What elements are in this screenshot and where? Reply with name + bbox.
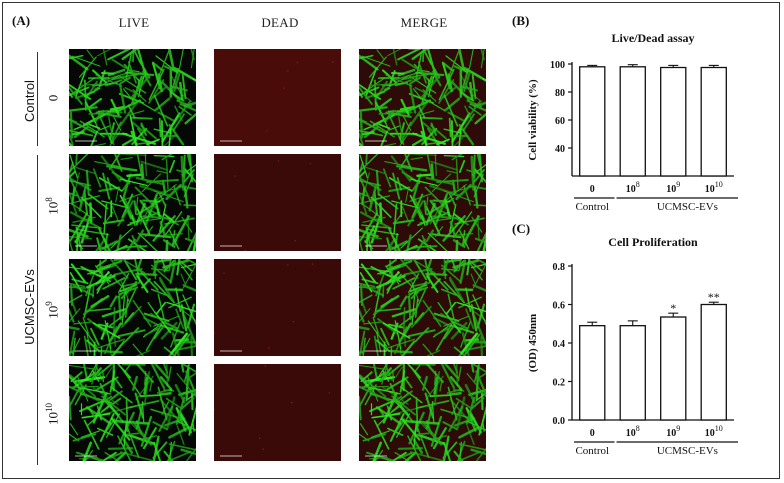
viability-y-tick-label: 80 bbox=[555, 88, 565, 99]
viability-bar bbox=[579, 66, 606, 177]
column-header-dead: DEAD bbox=[261, 15, 299, 30]
control-bracket-line bbox=[37, 52, 39, 146]
proliferation-x-tick-label: 1010 bbox=[705, 424, 723, 439]
micrograph-dead-row1 bbox=[214, 49, 341, 146]
proliferation-bar bbox=[619, 325, 646, 421]
row-dose-1e10: 1010 bbox=[44, 403, 61, 425]
row-dose-0: 0 bbox=[45, 94, 61, 102]
micrograph-merge-row4 bbox=[359, 364, 486, 461]
row-dose-1e9: 109 bbox=[44, 301, 61, 319]
proliferation-y-tick-label: 0.0 bbox=[553, 416, 566, 427]
viability-y-tick-label: 100 bbox=[550, 60, 565, 71]
viability-x-tick-label: 1010 bbox=[705, 180, 723, 195]
viability-x-tick-label: 0 bbox=[590, 184, 595, 195]
proliferation-y-tick-label: 0.2 bbox=[553, 378, 566, 389]
row-dose-1e8: 108 bbox=[44, 197, 61, 215]
proliferation-significance-mark: * bbox=[670, 301, 676, 315]
micrograph-live-row4 bbox=[69, 364, 196, 461]
column-header-live: LIVE bbox=[118, 15, 150, 30]
chart-live-dead-assay: Live/Dead assay 40 60 80 100 Cell viability (… bbox=[516, 26, 774, 218]
proliferation-y-axis-label: (OD) 450nm bbox=[527, 314, 539, 372]
micrograph-merge-row2 bbox=[359, 154, 486, 251]
panel-label-c: (C) bbox=[512, 221, 531, 236]
ucmsc-bracket-line bbox=[37, 155, 39, 465]
viability-x-tick-label: 108 bbox=[626, 180, 640, 195]
proliferation-y-tick-label: 0.8 bbox=[553, 262, 566, 273]
chart-cell-proliferation-svg: Cell Proliferation 0.0 0.2 0.4 0.6 0.8 (OD) 45… bbox=[527, 235, 738, 457]
column-header-merge: MERGE bbox=[400, 15, 448, 30]
proliferation-group-label-control: Control bbox=[575, 445, 609, 457]
proliferation-y-tick-label: 0.6 bbox=[553, 301, 566, 312]
viability-x-tick-label: 109 bbox=[666, 180, 680, 195]
micrograph-merge-row3 bbox=[359, 259, 486, 356]
chart-live-dead-svg: Live/Dead assay 40 60 80 100 Cell viability (… bbox=[527, 31, 738, 213]
viability-bar bbox=[700, 66, 727, 177]
proliferation-x-tick-label: 108 bbox=[626, 424, 640, 439]
viability-group-label-treated: UCMSC-EVs bbox=[657, 201, 718, 213]
viability-y-tick-label: 60 bbox=[555, 116, 565, 127]
viability-bar bbox=[660, 66, 687, 177]
proliferation-bar bbox=[700, 303, 727, 421]
micrograph-dead-row2 bbox=[214, 154, 341, 251]
micrograph-live-row2 bbox=[69, 154, 196, 251]
chart-cell-proliferation: Cell Proliferation 0.0 0.2 0.4 0.6 0.8 (OD) 45… bbox=[516, 232, 774, 472]
viability-group-label-control: Control bbox=[575, 201, 609, 213]
panel-label-b: (B) bbox=[512, 13, 530, 28]
micrograph-merge-row1 bbox=[359, 49, 486, 146]
proliferation-chart-title: Cell Proliferation bbox=[608, 235, 698, 249]
viability-chart-title: Live/Dead assay bbox=[611, 31, 694, 45]
viability-y-axis-label: Cell viability (%) bbox=[527, 79, 539, 161]
proliferation-bar bbox=[579, 325, 606, 421]
micrograph-live-row1 bbox=[69, 49, 196, 146]
micrograph-dead-row3 bbox=[214, 259, 341, 356]
proliferation-y-tick-label: 0.4 bbox=[553, 339, 566, 350]
proliferation-group-label-treated: UCMSC-EVs bbox=[657, 445, 718, 457]
proliferation-significance-mark: ** bbox=[708, 290, 720, 304]
proliferation-x-tick-label: 109 bbox=[666, 424, 680, 439]
micrograph-dead-row4 bbox=[214, 364, 341, 461]
proliferation-x-tick-label: 0 bbox=[590, 428, 595, 439]
micrograph-live-row3 bbox=[69, 259, 196, 356]
viability-y-tick-label: 40 bbox=[555, 144, 565, 155]
viability-bar bbox=[619, 66, 646, 177]
panel-label-a: (A) bbox=[12, 13, 31, 28]
proliferation-bar bbox=[660, 316, 687, 421]
